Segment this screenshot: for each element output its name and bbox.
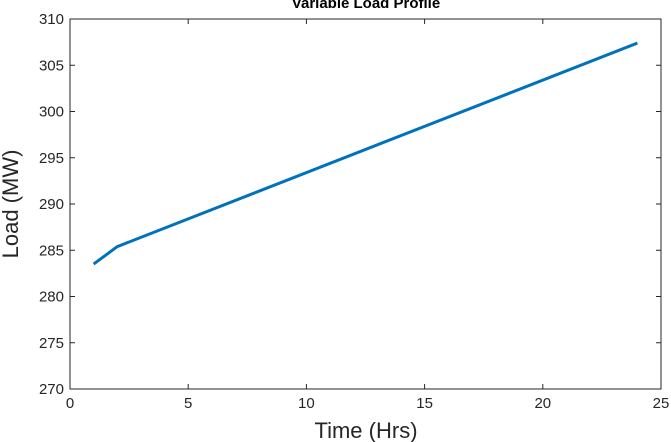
x-tick-label: 25 [653,395,670,412]
x-tick-label: 10 [298,395,315,412]
y-tick-label: 270 [39,381,64,398]
y-tick-label: 295 [39,150,64,167]
y-tick-label: 305 [39,57,64,74]
x-tick-label: 20 [534,395,551,412]
x-tick-label: 15 [416,395,433,412]
y-tick-label: 285 [39,242,64,259]
axes [69,18,662,390]
series-line [92,41,638,266]
chart-title: Variable Load Profile [292,0,440,12]
y-tick-label: 300 [39,104,64,121]
y-axis-label: Load (MW) [0,150,23,259]
series-group [92,41,638,266]
tick-labels: 0 5 10 15 20 25 270 275 280 285 290 295 300 305 310 [39,11,669,412]
x-tick-label: 0 [66,395,74,412]
y-tick-label: 310 [39,11,64,28]
y-tick-label: 290 [39,196,64,213]
x-tick-label: 5 [184,395,192,412]
x-axis-label: Time (Hrs) [314,418,417,442]
y-tick-label: 280 [39,289,64,306]
plot-frame [69,18,662,390]
y-tick-label: 275 [39,335,64,352]
